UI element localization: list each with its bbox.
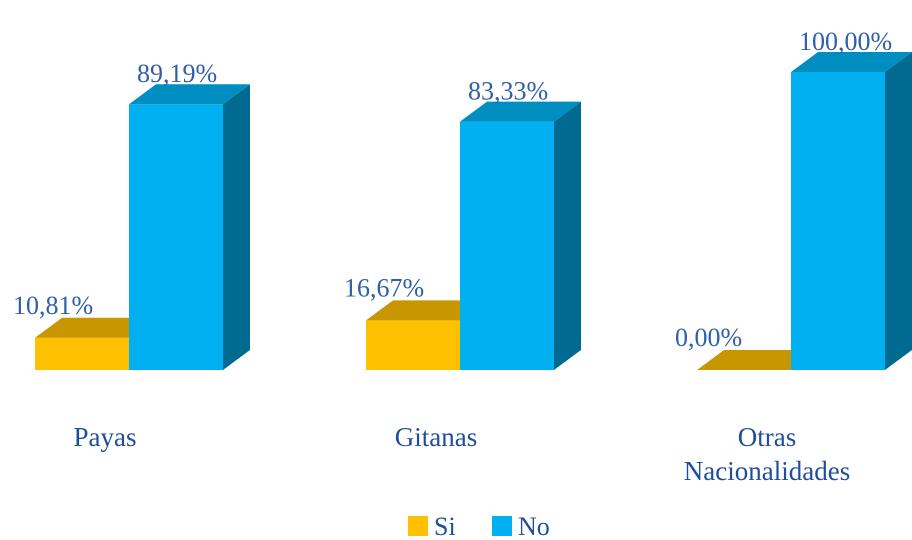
bar-front — [366, 320, 460, 370]
bar — [791, 52, 912, 370]
legend-swatch — [408, 516, 428, 536]
bar — [129, 84, 250, 370]
category-label: Otras Nacionalidades — [683, 422, 851, 486]
value-label: 89,19% — [137, 59, 217, 88]
bar-front — [35, 337, 129, 370]
bar-top — [460, 101, 581, 122]
bar-top — [697, 350, 818, 370]
bar-side — [223, 84, 250, 370]
bar-side — [554, 101, 581, 370]
value-label: 16,67% — [344, 273, 424, 302]
category-label: Gitanas — [394, 422, 478, 452]
bar-top — [35, 317, 156, 338]
bar-top — [129, 84, 250, 105]
bar-top — [791, 52, 912, 72]
bar-top — [366, 300, 487, 321]
category-label: Payas — [73, 422, 137, 452]
value-label: 100,00% — [799, 27, 892, 56]
value-label: 10,81% — [13, 291, 93, 320]
bar-front — [791, 72, 885, 370]
legend-label: No — [518, 512, 550, 540]
value-label: 0,00% — [675, 323, 742, 352]
bar-side — [885, 52, 912, 370]
bar-front — [460, 121, 554, 370]
value-label: 83,33% — [468, 77, 548, 106]
bar-front — [129, 104, 223, 370]
legend-label: Si — [434, 512, 456, 540]
legend-swatch — [492, 516, 512, 536]
bar — [460, 101, 581, 370]
bar — [697, 350, 818, 370]
